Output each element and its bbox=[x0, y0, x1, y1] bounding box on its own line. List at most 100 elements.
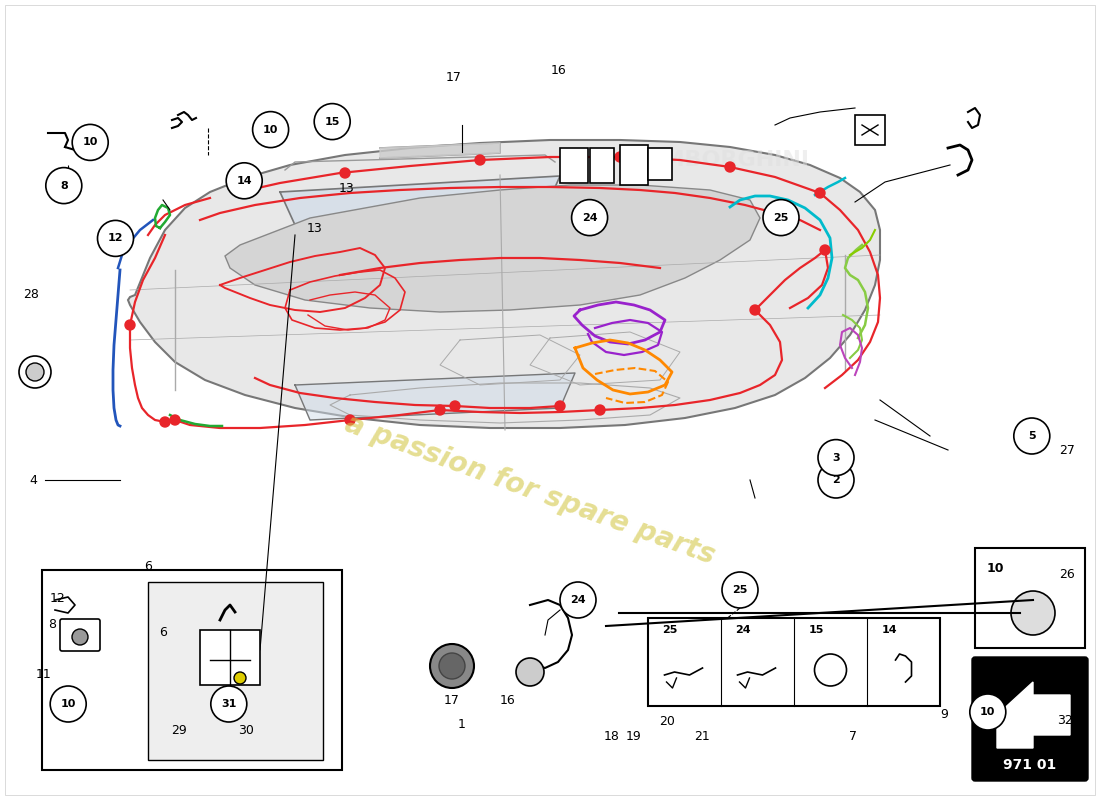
Text: 28: 28 bbox=[23, 288, 38, 301]
Text: 27: 27 bbox=[1059, 444, 1075, 457]
Text: 12: 12 bbox=[108, 234, 123, 243]
Text: 18: 18 bbox=[604, 730, 619, 742]
FancyBboxPatch shape bbox=[148, 582, 323, 760]
Text: 25: 25 bbox=[733, 585, 748, 595]
Text: 16: 16 bbox=[500, 694, 516, 706]
Text: 10: 10 bbox=[82, 138, 98, 147]
FancyBboxPatch shape bbox=[200, 630, 260, 685]
Text: 17: 17 bbox=[446, 71, 461, 84]
Circle shape bbox=[439, 653, 465, 679]
Polygon shape bbox=[128, 140, 880, 428]
Text: 10: 10 bbox=[60, 699, 76, 709]
FancyBboxPatch shape bbox=[648, 618, 940, 706]
Text: 3: 3 bbox=[833, 453, 839, 462]
Circle shape bbox=[160, 417, 170, 427]
FancyBboxPatch shape bbox=[560, 148, 588, 183]
Circle shape bbox=[970, 694, 1005, 730]
Circle shape bbox=[556, 401, 565, 411]
Circle shape bbox=[475, 155, 485, 165]
Text: 24: 24 bbox=[582, 213, 597, 222]
Text: 10: 10 bbox=[980, 707, 996, 717]
Text: 1: 1 bbox=[458, 718, 466, 730]
Text: 6: 6 bbox=[158, 626, 167, 638]
Text: 7: 7 bbox=[848, 730, 857, 742]
Circle shape bbox=[227, 162, 262, 198]
Text: 13: 13 bbox=[307, 222, 323, 234]
Circle shape bbox=[1011, 591, 1055, 635]
Circle shape bbox=[315, 104, 350, 139]
Circle shape bbox=[615, 152, 625, 162]
FancyBboxPatch shape bbox=[60, 619, 100, 651]
Circle shape bbox=[125, 320, 135, 330]
Text: 19: 19 bbox=[626, 730, 641, 742]
FancyBboxPatch shape bbox=[855, 115, 886, 145]
FancyBboxPatch shape bbox=[590, 148, 614, 183]
Circle shape bbox=[51, 686, 86, 722]
Text: 8: 8 bbox=[48, 618, 56, 631]
Text: 17: 17 bbox=[444, 694, 460, 706]
Text: 5: 5 bbox=[1028, 431, 1035, 441]
Circle shape bbox=[430, 644, 474, 688]
Text: 20: 20 bbox=[659, 715, 674, 728]
Circle shape bbox=[815, 188, 825, 198]
Text: 13: 13 bbox=[339, 182, 354, 194]
Circle shape bbox=[170, 415, 180, 425]
FancyBboxPatch shape bbox=[972, 657, 1088, 781]
Text: 15: 15 bbox=[808, 625, 824, 635]
Text: 30: 30 bbox=[239, 724, 254, 737]
Circle shape bbox=[560, 582, 596, 618]
Text: 2: 2 bbox=[832, 475, 840, 485]
Circle shape bbox=[234, 672, 246, 684]
Circle shape bbox=[1014, 418, 1049, 454]
Text: 29: 29 bbox=[172, 724, 187, 737]
Text: 8: 8 bbox=[59, 181, 68, 190]
Circle shape bbox=[253, 111, 288, 147]
Text: 24: 24 bbox=[736, 625, 751, 635]
Text: 26: 26 bbox=[1059, 568, 1075, 581]
Text: 10: 10 bbox=[987, 562, 1004, 574]
Circle shape bbox=[340, 168, 350, 178]
Circle shape bbox=[72, 629, 88, 645]
FancyBboxPatch shape bbox=[648, 148, 672, 180]
Circle shape bbox=[98, 220, 133, 256]
Circle shape bbox=[820, 245, 830, 255]
Circle shape bbox=[434, 405, 446, 415]
Circle shape bbox=[19, 356, 51, 388]
Text: 971 01: 971 01 bbox=[1003, 758, 1057, 772]
Circle shape bbox=[572, 200, 607, 235]
FancyBboxPatch shape bbox=[975, 548, 1085, 648]
Text: 9: 9 bbox=[939, 708, 948, 721]
Circle shape bbox=[211, 686, 246, 722]
Circle shape bbox=[814, 654, 847, 686]
Circle shape bbox=[26, 363, 44, 381]
Polygon shape bbox=[379, 143, 500, 158]
Circle shape bbox=[722, 572, 758, 608]
Circle shape bbox=[818, 439, 854, 475]
Text: 11: 11 bbox=[36, 668, 52, 681]
Text: 10: 10 bbox=[263, 125, 278, 134]
Text: 6: 6 bbox=[144, 561, 152, 574]
Text: 15: 15 bbox=[324, 117, 340, 126]
Text: 25: 25 bbox=[662, 625, 678, 635]
Text: 16: 16 bbox=[551, 64, 566, 77]
Polygon shape bbox=[997, 682, 1070, 748]
Text: 14: 14 bbox=[236, 176, 252, 186]
Text: 32: 32 bbox=[1057, 714, 1072, 726]
Polygon shape bbox=[226, 185, 760, 312]
Text: LAMBORGHINI: LAMBORGHINI bbox=[631, 150, 808, 170]
Polygon shape bbox=[295, 373, 575, 420]
FancyBboxPatch shape bbox=[42, 570, 342, 770]
Text: 24: 24 bbox=[570, 595, 586, 605]
Circle shape bbox=[595, 405, 605, 415]
Circle shape bbox=[450, 401, 460, 411]
Text: a passion for spare parts: a passion for spare parts bbox=[341, 410, 719, 570]
Circle shape bbox=[345, 415, 355, 425]
Circle shape bbox=[750, 305, 760, 315]
Text: 14: 14 bbox=[881, 625, 898, 635]
Circle shape bbox=[46, 168, 81, 204]
Polygon shape bbox=[280, 176, 560, 225]
FancyBboxPatch shape bbox=[620, 145, 648, 185]
Text: 31: 31 bbox=[221, 699, 236, 709]
Text: 12: 12 bbox=[51, 591, 66, 605]
Circle shape bbox=[516, 658, 544, 686]
